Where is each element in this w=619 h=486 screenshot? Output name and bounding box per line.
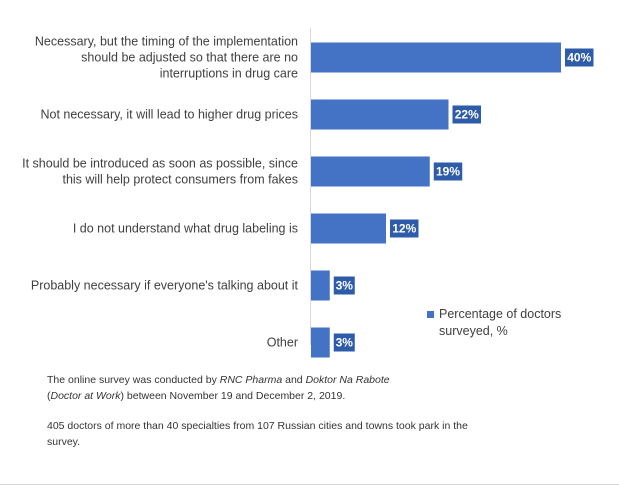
category-label: I do not understand what drug labeling i…	[73, 222, 298, 236]
category-label: Other	[267, 336, 298, 350]
bottom-divider	[0, 484, 619, 485]
data-label: 19%	[436, 165, 460, 179]
data-label: 12%	[392, 222, 416, 236]
category-label: Probably necessary if everyone's talking…	[31, 279, 299, 293]
data-label-background	[333, 333, 355, 352]
legend-swatch	[427, 311, 434, 318]
note-source-doktor: Doktor Na Rabote	[305, 374, 390, 386]
note-text: The online survey was conducted by	[47, 374, 220, 386]
note-text: ) between November 19 and December 2, 20…	[120, 390, 346, 402]
data-label: 3%	[336, 336, 354, 350]
category-label: Not necessary, it will lead to higher dr…	[40, 108, 298, 122]
data-label-background	[390, 219, 419, 238]
data-label: 40%	[567, 51, 591, 65]
bar	[311, 99, 449, 130]
data-label-background	[333, 276, 355, 295]
bar	[311, 270, 330, 301]
chart-legend: Percentage of doctors surveyed, %	[427, 306, 589, 340]
category-label: It should be introduced as soon as possi…	[22, 157, 298, 187]
note-source-translation: Doctor at Work	[50, 390, 121, 402]
bar	[311, 156, 430, 187]
bar	[311, 42, 561, 73]
survey-notes: The online survey was conducted by RNC P…	[47, 372, 477, 464]
data-label: 3%	[336, 279, 354, 293]
bar	[311, 213, 386, 244]
survey-note-method: The online survey was conducted by RNC P…	[47, 372, 477, 404]
note-text: and	[282, 374, 306, 386]
data-label: 22%	[455, 108, 479, 122]
data-label-background	[452, 105, 481, 124]
data-label-background	[433, 162, 463, 181]
survey-note-sample: 405 doctors of more than 40 specialties …	[47, 420, 468, 448]
bar	[311, 327, 330, 358]
bar-chart: 40% 22% 19% 12% 3% 3% Necessary, but the timi…	[22, 28, 594, 358]
note-text: (	[47, 390, 51, 402]
category-label: Necessary, but the timing of the impleme…	[35, 35, 298, 81]
legend-label: Percentage of doctors surveyed, %	[439, 307, 562, 338]
data-label-background	[565, 48, 594, 67]
note-source-rnc: RNC Pharma	[219, 374, 283, 386]
